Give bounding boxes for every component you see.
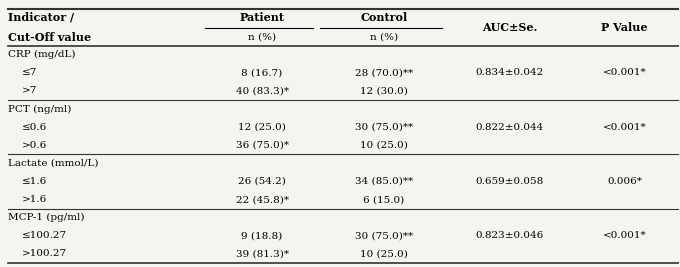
Text: 10 (25.0): 10 (25.0) [360, 141, 408, 150]
Text: ≤0.6: ≤0.6 [22, 123, 47, 132]
Text: <0.001*: <0.001* [602, 231, 646, 240]
Text: 39 (81.3)*: 39 (81.3)* [235, 249, 288, 258]
Text: 0.834±0.042: 0.834±0.042 [475, 68, 543, 77]
Text: n (%): n (%) [370, 33, 398, 42]
Text: 26 (54.2): 26 (54.2) [238, 177, 286, 186]
Text: ≤100.27: ≤100.27 [22, 231, 67, 240]
Text: >7: >7 [22, 86, 37, 95]
Text: MCP-1 (pg/ml): MCP-1 (pg/ml) [8, 213, 85, 222]
Text: 0.823±0.046: 0.823±0.046 [475, 231, 543, 240]
Text: 0.006*: 0.006* [607, 177, 642, 186]
Text: 12 (25.0): 12 (25.0) [238, 123, 286, 132]
Text: ≤7: ≤7 [22, 68, 37, 77]
Text: 10 (25.0): 10 (25.0) [360, 249, 408, 258]
Text: >100.27: >100.27 [22, 249, 67, 258]
Text: 30 (75.0)**: 30 (75.0)** [355, 123, 413, 132]
Text: n (%): n (%) [248, 33, 276, 42]
Text: 28 (70.0)**: 28 (70.0)** [355, 68, 413, 77]
Text: 22 (45.8)*: 22 (45.8)* [235, 195, 288, 204]
Text: 12 (30.0): 12 (30.0) [360, 86, 408, 95]
Text: <0.001*: <0.001* [602, 123, 646, 132]
Text: >0.6: >0.6 [22, 141, 47, 150]
Text: 6 (15.0): 6 (15.0) [363, 195, 405, 204]
Text: 30 (75.0)**: 30 (75.0)** [355, 231, 413, 240]
Text: 34 (85.0)**: 34 (85.0)** [355, 177, 413, 186]
Text: 0.822±0.044: 0.822±0.044 [475, 123, 543, 132]
Text: 9 (18.8): 9 (18.8) [241, 231, 283, 240]
Text: P Value: P Value [601, 22, 647, 33]
Text: AUC±Se.: AUC±Se. [481, 22, 537, 33]
Text: Control: Control [360, 12, 407, 23]
Text: ≤1.6: ≤1.6 [22, 177, 47, 186]
Text: <0.001*: <0.001* [602, 68, 646, 77]
Text: 0.659±0.058: 0.659±0.058 [475, 177, 543, 186]
Text: 8 (16.7): 8 (16.7) [241, 68, 283, 77]
Text: CRP (mg/dL): CRP (mg/dL) [8, 50, 75, 59]
Text: Indicator /: Indicator / [8, 12, 74, 23]
Text: >1.6: >1.6 [22, 195, 47, 204]
Text: Lactate (mmol/L): Lactate (mmol/L) [8, 159, 99, 168]
Text: 36 (75.0)*: 36 (75.0)* [235, 141, 288, 150]
Text: Cut-Off value: Cut-Off value [8, 32, 91, 43]
Text: 40 (83.3)*: 40 (83.3)* [235, 86, 288, 95]
Text: PCT (ng/ml): PCT (ng/ml) [8, 104, 71, 113]
Text: Patient: Patient [239, 12, 285, 23]
